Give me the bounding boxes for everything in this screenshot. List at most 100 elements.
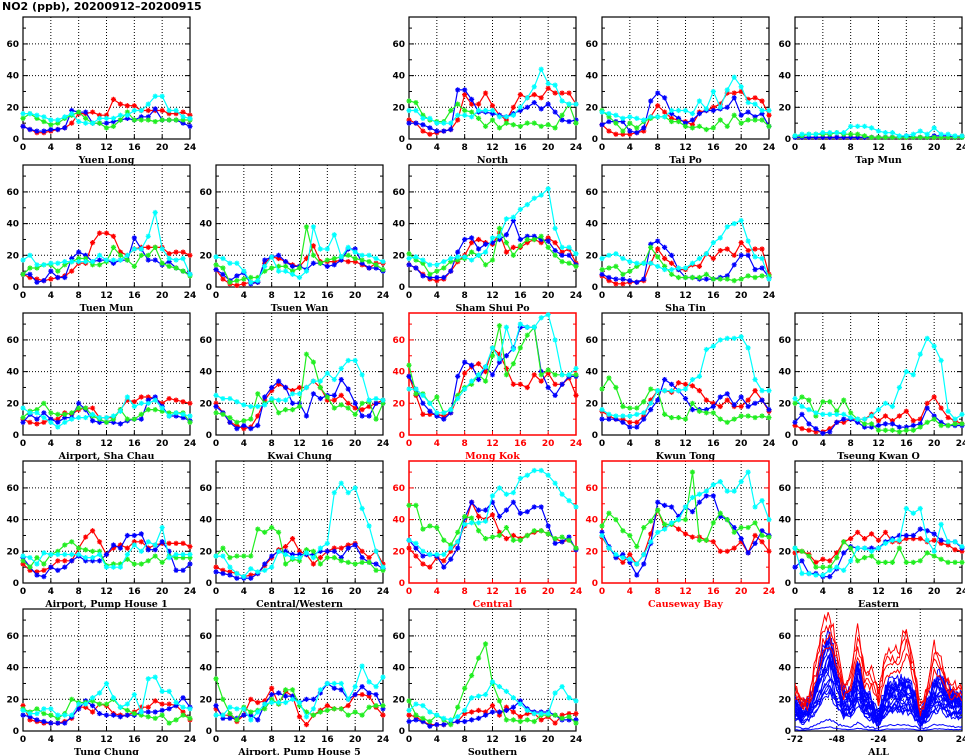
data-point-green [441,265,447,271]
x-tick-label: 12 [293,735,306,745]
data-point-cyan [524,202,530,208]
data-point-blue [117,545,124,551]
data-point-green [220,411,226,418]
x-tick-label: 0 [792,587,798,597]
data-point-red [710,400,716,406]
data-point-green [289,268,296,274]
data-point-cyan [841,411,847,418]
data-point-blue [448,410,454,416]
data-point-green [303,351,310,357]
data-point-cyan [524,472,530,478]
data-point-blue [759,528,765,534]
data-point-cyan [166,413,172,419]
data-point-blue [34,717,40,723]
data-point-cyan [806,570,812,577]
data-point-blue [255,717,261,723]
data-point-cyan [627,114,633,120]
data-point-red [510,381,516,387]
data-point-blue [489,709,496,715]
data-point-cyan [220,553,226,559]
data-point-green [180,555,186,561]
data-point-blue [738,536,744,542]
data-point-green [573,372,579,378]
data-point-green [269,265,275,271]
data-point-green [573,545,579,551]
data-point-cyan [703,488,709,494]
data-point-cyan [759,255,765,262]
data-point-cyan [945,131,951,137]
data-point-blue [331,392,337,398]
data-point-cyan [510,112,516,118]
data-point-cyan [792,545,798,551]
y-tick-label: 60 [778,336,791,346]
x-tick-label: 4 [241,291,247,301]
data-point-red [413,553,419,559]
data-point-green [689,469,696,475]
data-point-blue [503,353,510,359]
data-point-red [455,117,461,123]
data-point-cyan [331,376,337,383]
x-tick-label: 8 [269,587,275,597]
data-point-green [861,421,868,427]
x-tick-label: 20 [156,439,169,449]
data-point-cyan [124,252,130,258]
x-tick-label: 8 [269,439,275,449]
data-point-green [868,421,875,427]
data-point-cyan [324,540,330,546]
data-point-green [620,128,626,134]
data-point-cyan [124,112,130,118]
data-point-green [124,556,130,562]
data-point-green [959,421,965,427]
data-point-green [117,252,124,258]
data-point-red [703,397,709,403]
data-point-red [338,545,344,551]
data-point-cyan [820,130,826,136]
data-point-cyan [27,710,33,717]
data-point-blue [89,558,96,564]
data-point-green [76,545,82,551]
data-point-green [510,122,516,128]
data-point-red [289,388,296,394]
data-point-green [317,561,323,567]
data-point-red [648,531,654,537]
data-point-cyan [166,107,172,114]
data-point-green [724,276,730,282]
data-point-cyan [668,107,675,114]
data-point-cyan [552,480,558,486]
data-point-red [545,370,551,376]
data-point-red [710,104,716,110]
data-point-cyan [441,551,447,558]
data-point-green [269,524,275,531]
x-tick-label: 4 [820,439,826,449]
data-point-green [510,252,516,258]
data-point-red [806,427,812,433]
data-point-red [538,240,544,246]
data-point-blue [338,376,344,383]
x-tick-label: 16 [514,439,527,449]
data-point-cyan [310,378,317,384]
data-point-blue [145,547,151,553]
data-point-blue [34,416,40,422]
data-point-cyan [317,545,323,551]
y-tick-label: 40 [392,664,405,674]
data-point-green [338,558,344,564]
data-point-red [827,426,833,432]
data-point-cyan [420,703,426,709]
data-point-green [496,225,503,231]
data-point-cyan [448,255,454,262]
data-point-green [552,536,558,542]
data-point-red [255,699,261,706]
data-point-blue [455,545,461,551]
data-point-green [599,523,605,529]
panel-tap-mun: 020406004812162024Tap Mun [778,16,965,166]
data-point-green [959,559,965,566]
data-point-blue [938,419,944,425]
data-point-blue [655,397,661,403]
y-tick-label: 60 [6,336,19,346]
data-point-red [27,274,33,281]
data-point-cyan [903,133,909,139]
data-point-cyan [917,505,923,512]
data-point-green [875,559,882,566]
data-point-green [489,534,496,540]
